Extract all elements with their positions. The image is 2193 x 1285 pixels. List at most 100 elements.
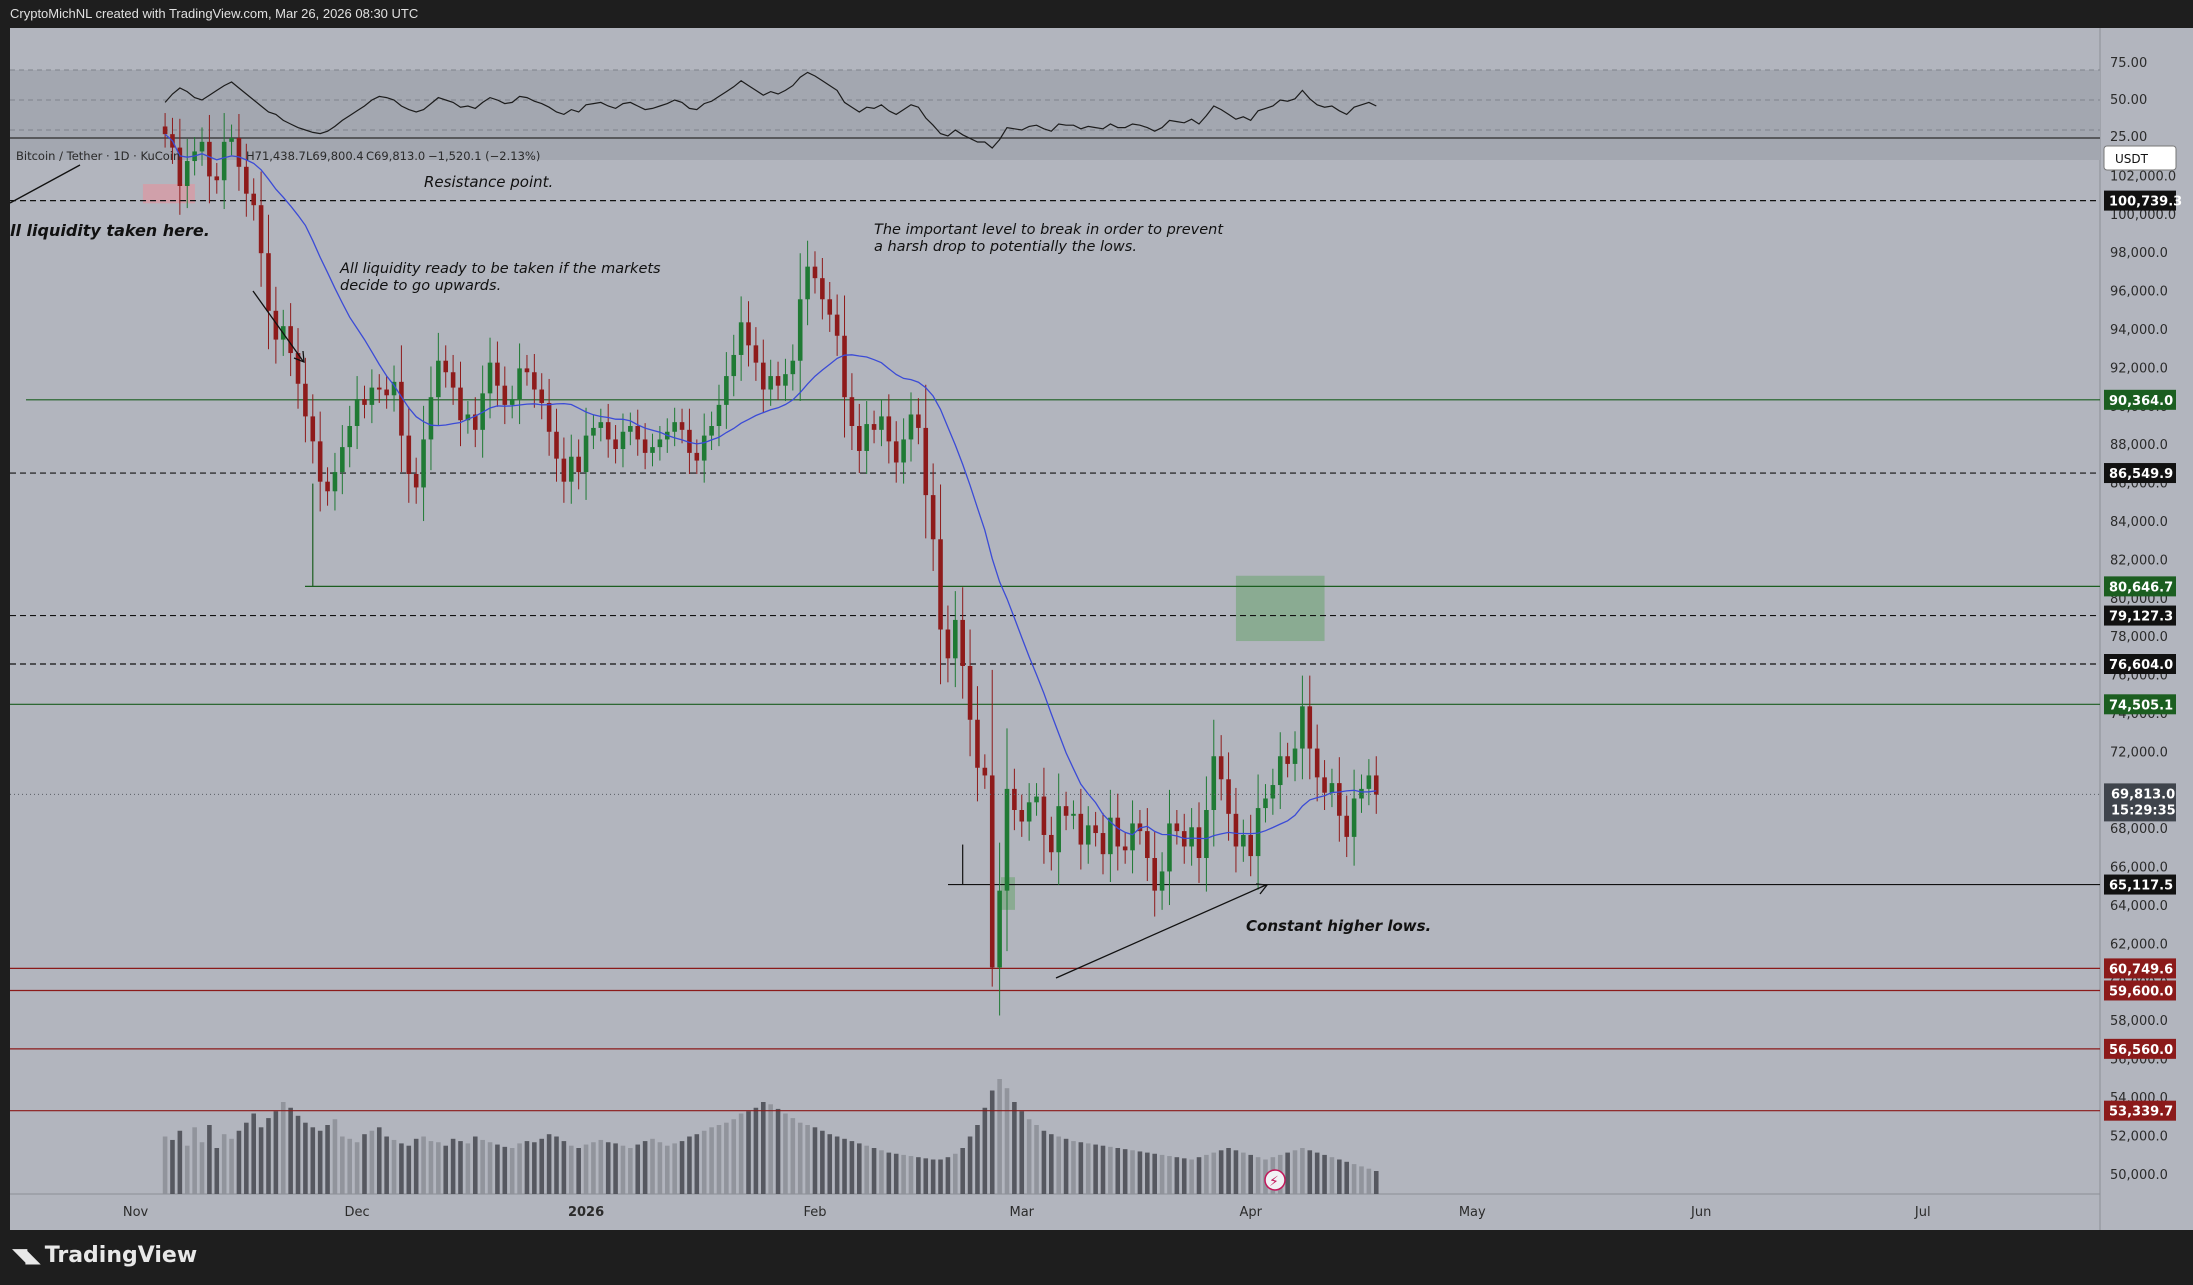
volume-bar [1019,1111,1025,1194]
currency-badge[interactable]: USDT [2103,145,2177,171]
lightning-icon-circle [1264,1169,1286,1191]
volume-bars [162,1079,1379,1194]
candle-body [613,439,618,450]
candle-body [436,360,441,398]
candle-body [768,376,773,390]
level-label: 53,339.7 [2109,1105,2173,1120]
candle-body [746,322,751,346]
lightning-icon[interactable]: ⚡ [1264,1169,1286,1191]
volume-bar [827,1134,833,1194]
time-tick-label: Mar [1010,1205,1035,1220]
volume-bar [406,1145,412,1194]
rsi-tick-25: 25.00 [2110,130,2147,145]
price-tick-label: 68,000.0 [2110,822,2168,837]
candle-body [605,422,611,440]
volume-bar [1196,1157,1202,1194]
current-price-label: 69,813.0 [2111,787,2175,802]
volume-bar [746,1111,751,1194]
price-tick-label: 84,000.0 [2110,515,2168,530]
candle-body [184,161,190,186]
chart-area[interactable]: 75.00 50.00 25.00 50,000.052,000.054,000… [0,28,2193,1230]
symbol-legend[interactable]: Bitcoin / Tether · 1D · KuCoin H71,438.7… [16,149,540,163]
volume-bar [369,1130,375,1194]
candle-body [1337,783,1342,816]
volume-bar [561,1141,567,1194]
volume-bar [930,1159,936,1194]
moving-average [164,133,1377,840]
candle-body [879,416,884,430]
candle-body [413,474,419,488]
volume-bar [857,1143,862,1194]
volume-bar [1174,1157,1180,1194]
price-tick-label: 58,000.0 [2110,1014,2168,1029]
candle-body [546,402,552,432]
volume-bar [687,1136,692,1194]
candle-body [1263,798,1268,809]
price-tick-label: 92,000.0 [2110,361,2168,376]
candle-body [834,314,840,336]
volume-bar [775,1108,781,1194]
current-price-marker: 69,813.0 15:29:35 [2104,783,2176,822]
candle-body [724,376,729,405]
candle-body [1226,779,1231,814]
volume-bar [295,1115,301,1194]
candle-body [760,362,766,390]
volume-bar [325,1125,330,1194]
tradingview-logo[interactable]: ◥◣ TradingView [12,1243,197,1268]
candle-body [1167,823,1172,872]
price-scale-background [2100,28,2193,1230]
top-credit-bar: CryptoMichNL created with TradingView.co… [0,0,2193,28]
volume-bar [1071,1141,1076,1194]
candle-body [1329,783,1335,793]
rsi-pane: 75.00 50.00 25.00 [10,56,2147,160]
volume-bar [701,1130,707,1194]
candle-body [1351,798,1357,837]
volume-bar [288,1107,293,1194]
volume-bar [273,1111,279,1194]
candle-body [273,310,279,340]
volume-bar [953,1153,958,1194]
volume-bar [502,1146,508,1194]
candle-body [982,767,988,776]
candle-body [679,422,685,430]
candle-body [236,138,242,167]
candle-body [288,326,293,354]
volume-bar [997,1079,1002,1194]
candle-body [989,775,995,968]
candle-body [687,429,692,453]
volume-bar [620,1145,626,1194]
volume-bar [879,1150,884,1194]
volume-bar [1152,1153,1157,1194]
candle-body [827,299,833,315]
volume-bar [613,1143,618,1194]
candle-body [1130,823,1135,851]
candle-body [1012,788,1017,810]
volume-bar [532,1142,537,1194]
candle-body [886,416,892,442]
price-tick-label: 82,000.0 [2110,553,2168,568]
level-label-box [2104,190,2176,211]
candle-body [738,322,744,355]
candle-body [325,481,330,492]
candle-body [657,439,663,448]
rsi-band [10,70,2100,160]
footer-bar: ◥◣ TradingView [0,1230,2193,1285]
volume-bar [664,1145,670,1194]
candle-body [1093,825,1098,834]
volume-bar [975,1125,980,1194]
volume-bar [923,1158,929,1194]
volume-bar [709,1127,714,1194]
resistance-zone [142,184,195,204]
price-tick-label: 102,000.0 [2110,169,2176,184]
candle-body [916,414,921,428]
candle-body [1373,775,1379,795]
level-label-box [2104,463,2176,484]
candle-body [450,372,456,388]
volume-bar [1329,1157,1335,1194]
candle-body [376,387,382,390]
volume-bar [1322,1154,1327,1194]
candle-body [568,456,574,482]
volume-bar [310,1127,316,1194]
candle-body [517,368,522,400]
volume-bar [509,1148,515,1194]
